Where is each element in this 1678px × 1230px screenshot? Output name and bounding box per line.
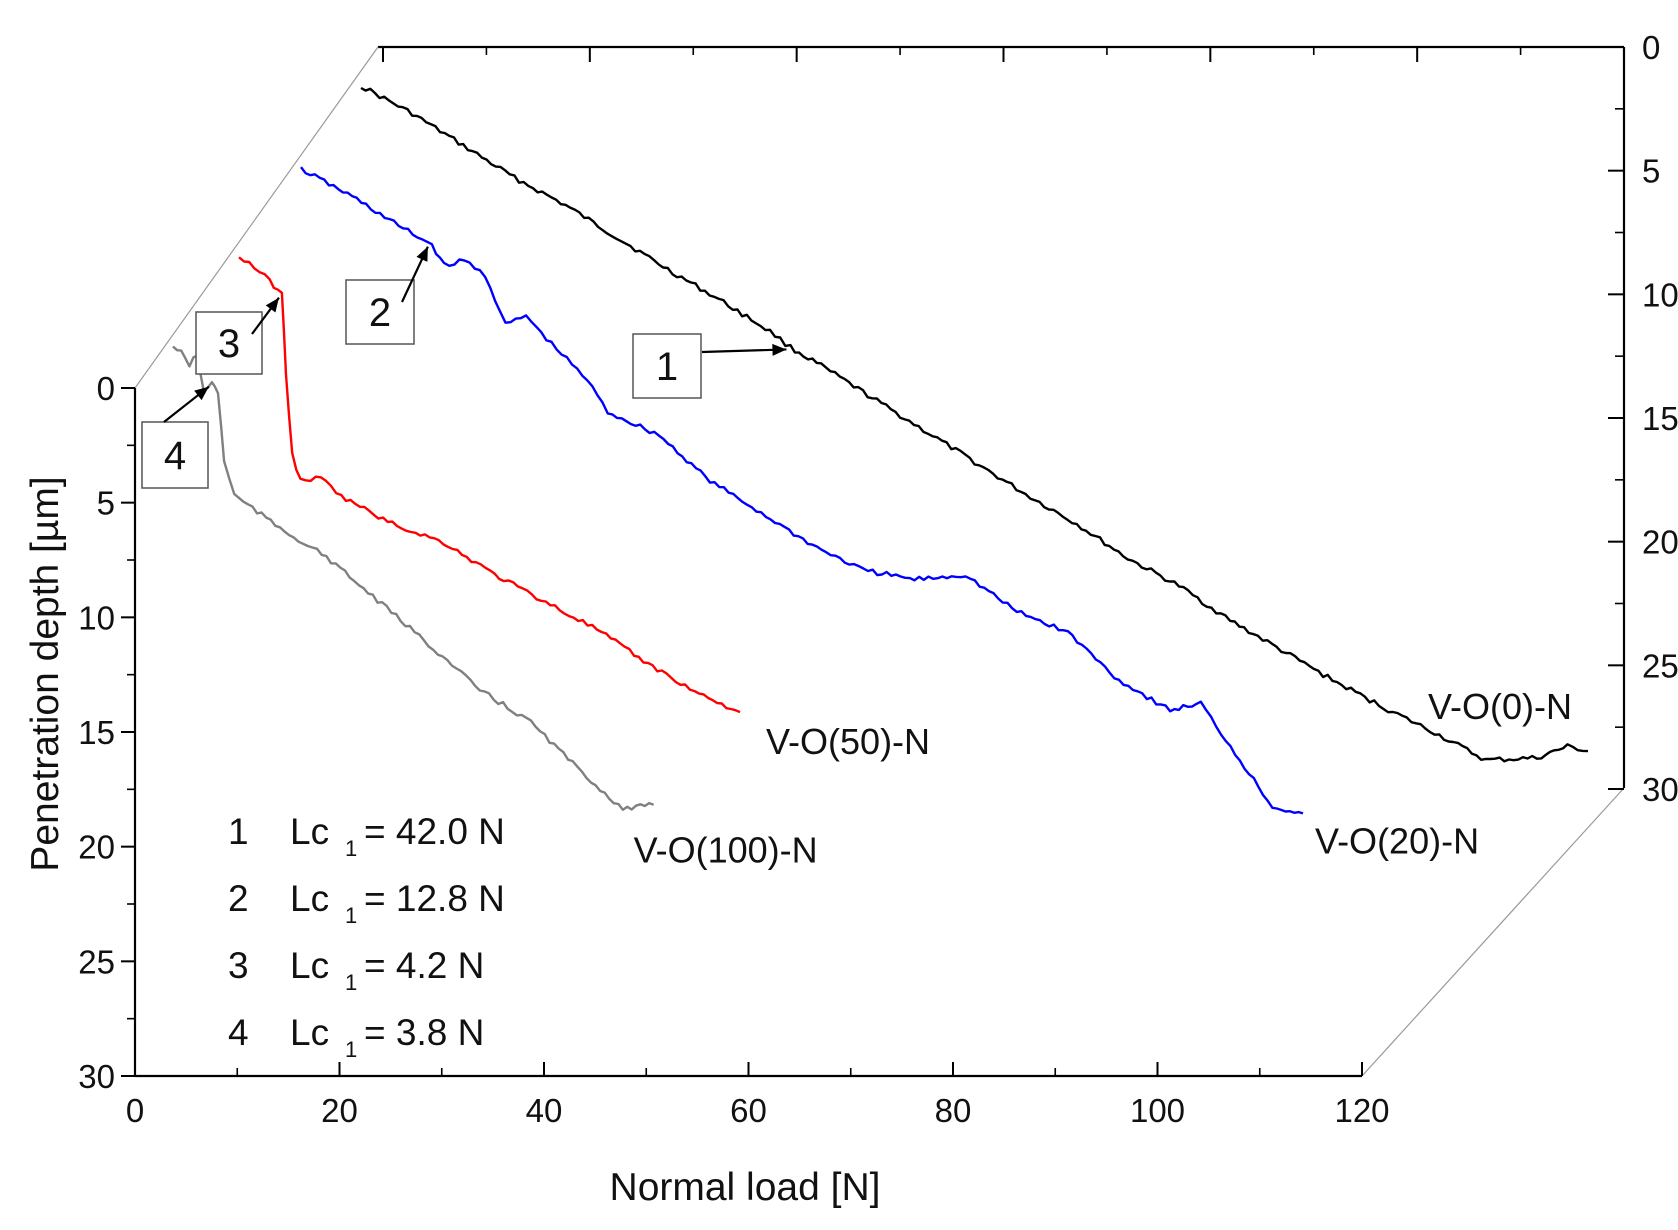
back-y-tick-label: 25 <box>1642 647 1678 684</box>
series-labels: V-O(0)-N V-O(20)-N V-O(50)-N V-O(100)-N <box>634 686 1572 871</box>
legend-lc-symbol: Lc <box>290 811 329 852</box>
legend-number: 2 <box>228 878 249 919</box>
series-line-1 <box>360 86 1589 763</box>
critical-load-legend: 1 Lc 1 = 42.0 N 2 Lc 1 = 12.8 N 3 Lc 1 = 4.2 N 4 Lc 1 =… <box>228 811 505 1062</box>
legend-lc-subscript: 1 <box>345 836 357 861</box>
legend-number: 3 <box>228 945 249 986</box>
x-tick-label: 80 <box>935 1092 972 1129</box>
legend-lc-symbol: Lc <box>290 945 329 986</box>
callout-arrow-head <box>416 246 428 262</box>
back-y-tick-label: 10 <box>1642 276 1678 313</box>
legend-lc-subscript: 1 <box>345 970 357 995</box>
callout-number: 4 <box>164 434 186 478</box>
callout-box <box>345 279 415 345</box>
depth-edge-bottom-right <box>1361 787 1625 1077</box>
callout-arrow-head <box>772 343 787 356</box>
back-y-tick-label: 20 <box>1642 524 1678 561</box>
y-tick-label: 15 <box>78 714 115 751</box>
legend-number: 4 <box>228 1012 249 1053</box>
legend-lc-subscript: 1 <box>345 1037 357 1062</box>
series-group <box>172 86 1589 815</box>
legend-row-1: 1 Lc 1 = 42.0 N <box>228 811 505 861</box>
legend-lc-value: = 12.8 N <box>364 878 505 919</box>
y-tick-label: 10 <box>78 599 115 636</box>
y-tick-label: 30 <box>78 1058 115 1095</box>
callout-box <box>141 421 209 489</box>
series-label-2: V-O(20)-N <box>1315 820 1479 861</box>
back-y-tick-label: 5 <box>1642 153 1660 190</box>
callout-1: 1 <box>632 333 787 399</box>
legend-lc-symbol: Lc <box>290 1012 329 1053</box>
series-line-3 <box>238 256 741 714</box>
callout-number: 3 <box>218 322 240 366</box>
x-tick-label: 100 <box>1130 1092 1185 1129</box>
critical-load-callouts: 1 2 3 4 <box>141 246 787 489</box>
x-tick-label: 120 <box>1334 1092 1389 1129</box>
legend-lc-value: = 42.0 N <box>364 811 505 852</box>
axis-ticks: 0 20 40 60 80 100 120 0 5 10 15 20 25 30 0 5 10 15 20 25 30 <box>78 29 1678 1129</box>
back-y-tick-label: 30 <box>1642 771 1678 808</box>
x-tick-label: 0 <box>126 1092 144 1129</box>
callout-box <box>632 333 702 399</box>
legend-lc-value: = 3.8 N <box>364 1012 484 1053</box>
y-tick-label: 20 <box>78 829 115 866</box>
y-tick-label: 5 <box>97 485 115 522</box>
callout-box <box>195 311 263 375</box>
callout-number: 1 <box>656 345 678 389</box>
series-label-3: V-O(50)-N <box>766 721 930 762</box>
legend-row-2: 2 Lc 1 = 12.8 N <box>228 878 505 928</box>
callout-arrow-head <box>265 297 279 313</box>
back-y-tick-label: 0 <box>1642 29 1660 66</box>
series-label-4: V-O(100)-N <box>634 830 818 871</box>
legend-lc-value: = 4.2 N <box>364 945 484 986</box>
callout-4: 4 <box>141 385 210 489</box>
x-axis-title: Normal load [N] <box>610 1166 881 1209</box>
callout-number: 2 <box>369 291 391 335</box>
legend-row-4: 4 Lc 1 = 3.8 N <box>228 1012 484 1062</box>
series-line-2 <box>300 166 1304 815</box>
series-label-1: V-O(0)-N <box>1428 686 1572 727</box>
legend-number: 1 <box>228 811 249 852</box>
legend-lc-subscript: 1 <box>345 903 357 928</box>
y-tick-label: 0 <box>97 370 115 407</box>
y-tick-label: 25 <box>78 943 115 980</box>
x-tick-label: 40 <box>526 1092 563 1129</box>
y-axis-title: Penetration depth [µm] <box>24 476 67 871</box>
series-line-4 <box>172 345 655 811</box>
callout-3: 3 <box>195 297 280 375</box>
callout-2: 2 <box>345 246 429 345</box>
depth-edge-top-left <box>134 46 379 389</box>
callout-arrow-line <box>701 348 787 354</box>
x-tick-label: 60 <box>730 1092 767 1129</box>
callout-arrow-head <box>194 386 209 401</box>
legend-lc-symbol: Lc <box>290 878 329 919</box>
x-tick-label: 20 <box>321 1092 358 1129</box>
back-y-tick-label: 15 <box>1642 400 1678 437</box>
legend-row-3: 3 Lc 1 = 4.2 N <box>228 945 484 995</box>
